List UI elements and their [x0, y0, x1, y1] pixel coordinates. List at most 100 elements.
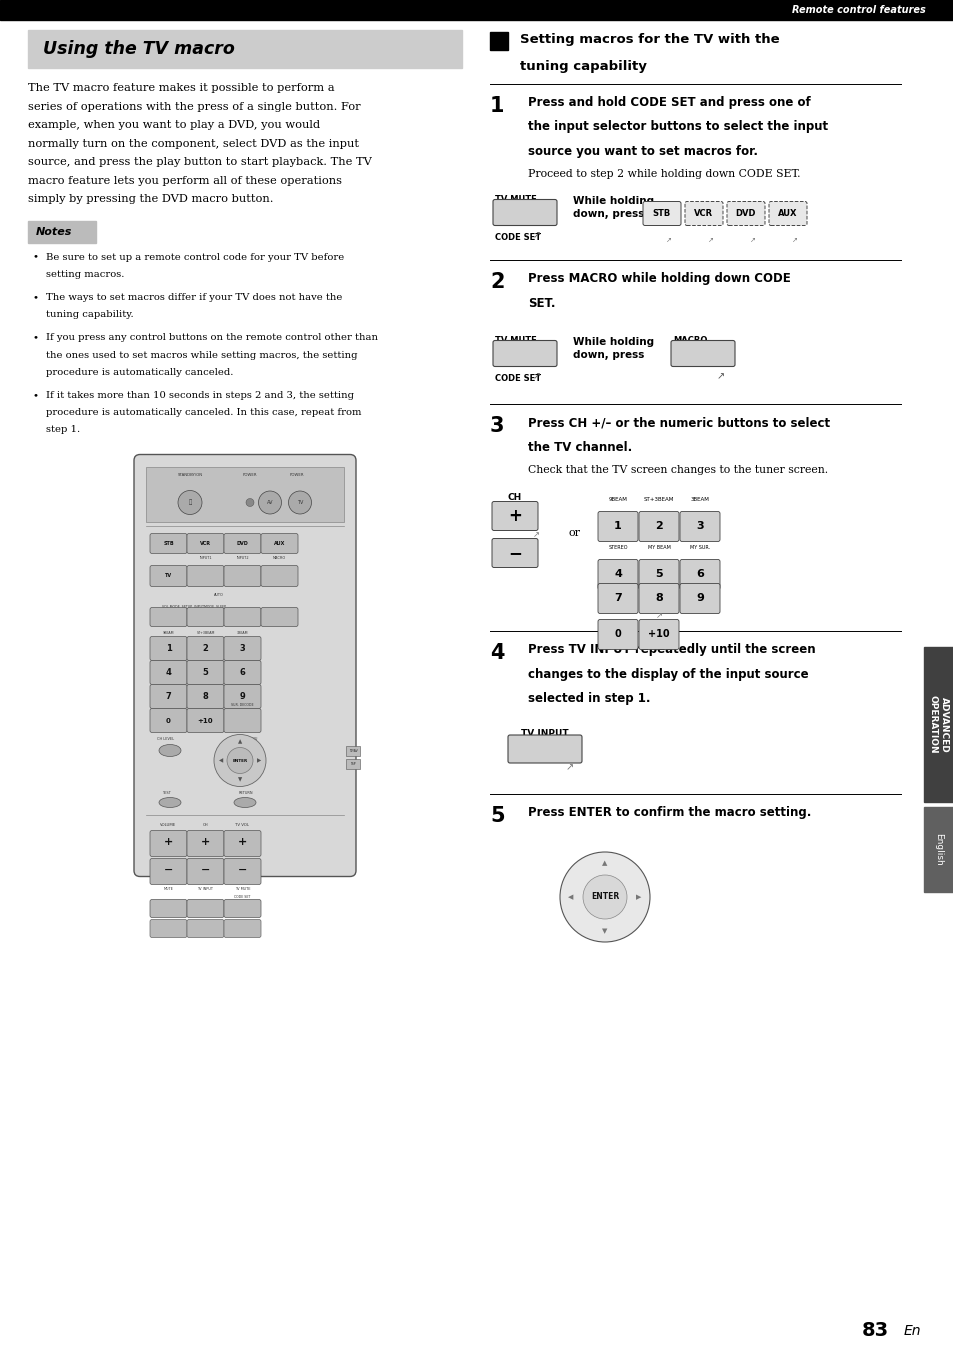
FancyBboxPatch shape: [598, 620, 638, 650]
Circle shape: [288, 491, 312, 514]
Text: ◀: ◀: [568, 894, 573, 900]
Ellipse shape: [159, 798, 181, 807]
Text: 2: 2: [202, 644, 208, 652]
Text: •: •: [33, 391, 39, 400]
Text: While holding
down, press: While holding down, press: [573, 197, 654, 218]
Text: 9BEAM: 9BEAM: [163, 631, 174, 635]
FancyBboxPatch shape: [507, 735, 581, 763]
FancyBboxPatch shape: [598, 511, 638, 542]
Text: The ways to set macros differ if your TV does not have the: The ways to set macros differ if your TV…: [46, 293, 342, 302]
FancyBboxPatch shape: [150, 899, 187, 918]
Text: TV MUTE: TV MUTE: [495, 195, 537, 205]
Text: 8: 8: [202, 692, 208, 701]
FancyBboxPatch shape: [150, 636, 187, 661]
Text: Press TV INPUT repeatedly until the screen: Press TV INPUT repeatedly until the scre…: [527, 643, 815, 656]
FancyBboxPatch shape: [684, 201, 722, 225]
Text: the TV channel.: the TV channel.: [527, 441, 632, 454]
Text: If you press any control buttons on the remote control other than: If you press any control buttons on the …: [46, 333, 377, 342]
Text: Press ENTER to confirm the macro setting.: Press ENTER to confirm the macro setting…: [527, 806, 810, 820]
Text: TV: TV: [165, 573, 172, 578]
Bar: [923, 807, 953, 892]
Text: 9: 9: [696, 593, 703, 604]
FancyBboxPatch shape: [224, 566, 261, 586]
Text: simply by pressing the DVD macro button.: simply by pressing the DVD macro button.: [28, 194, 274, 204]
FancyBboxPatch shape: [187, 534, 224, 554]
Text: If it takes more than 10 seconds in steps 2 and 3, the setting: If it takes more than 10 seconds in step…: [46, 391, 354, 400]
FancyBboxPatch shape: [224, 709, 261, 732]
Circle shape: [246, 499, 253, 507]
Text: the ones used to set macros while setting macros, the setting: the ones used to set macros while settin…: [46, 350, 357, 360]
Text: MACRO: MACRO: [273, 555, 286, 559]
Text: MY SUR.: MY SUR.: [689, 546, 709, 550]
Text: 3: 3: [696, 522, 703, 531]
Text: ↗: ↗: [532, 530, 539, 539]
Text: AUX: AUX: [274, 541, 285, 546]
FancyBboxPatch shape: [726, 201, 764, 225]
Text: ↗: ↗: [533, 231, 540, 240]
Text: 83: 83: [861, 1321, 888, 1340]
FancyBboxPatch shape: [224, 636, 261, 661]
Circle shape: [178, 491, 202, 515]
Text: MY BEAM: MY BEAM: [197, 685, 213, 689]
Text: source, and press the play button to start playback. The TV: source, and press the play button to sta…: [28, 156, 372, 167]
Text: TSP: TSP: [350, 762, 355, 766]
Text: •: •: [33, 252, 39, 262]
FancyBboxPatch shape: [133, 454, 355, 876]
Text: DVD: DVD: [236, 541, 248, 546]
Text: ↗: ↗: [749, 236, 755, 243]
Text: STANDBY/ON: STANDBY/ON: [177, 473, 202, 476]
Text: Be sure to set up a remote control code for your TV before: Be sure to set up a remote control code …: [46, 252, 344, 262]
Text: 4: 4: [490, 643, 504, 663]
Text: Press CH +/– or the numeric buttons to select: Press CH +/– or the numeric buttons to s…: [527, 417, 829, 430]
Text: ↗: ↗: [655, 611, 661, 620]
FancyBboxPatch shape: [679, 584, 720, 613]
FancyBboxPatch shape: [639, 511, 679, 542]
Bar: [28, 30, 461, 67]
Text: STB: STB: [652, 209, 670, 218]
FancyBboxPatch shape: [492, 501, 537, 531]
Text: TV/AV: TV/AV: [349, 748, 357, 752]
Text: +: +: [237, 837, 247, 847]
FancyBboxPatch shape: [187, 636, 224, 661]
Text: 1: 1: [166, 644, 172, 652]
Text: Check that the TV screen changes to the tuner screen.: Check that the TV screen changes to the …: [527, 465, 827, 476]
Text: +: +: [164, 837, 172, 847]
Text: source you want to set macros for.: source you want to set macros for.: [527, 146, 758, 158]
Text: tuning capability: tuning capability: [519, 61, 646, 73]
Bar: [346, 759, 359, 768]
Text: TEST: TEST: [162, 790, 171, 794]
Text: English: English: [934, 833, 943, 865]
Text: series of operations with the press of a single button. For: series of operations with the press of a…: [28, 101, 360, 112]
Text: 5: 5: [655, 569, 662, 580]
Text: −: −: [508, 545, 521, 562]
Text: 3BEAM: 3BEAM: [236, 631, 248, 635]
FancyBboxPatch shape: [639, 559, 679, 589]
FancyBboxPatch shape: [187, 919, 224, 937]
Text: CODE SET: CODE SET: [495, 233, 540, 243]
Text: En: En: [903, 1324, 921, 1339]
FancyBboxPatch shape: [187, 709, 224, 732]
Text: •: •: [33, 333, 39, 342]
Ellipse shape: [233, 798, 255, 807]
FancyBboxPatch shape: [493, 200, 557, 225]
FancyBboxPatch shape: [679, 511, 720, 542]
Bar: [490, 32, 507, 50]
FancyBboxPatch shape: [639, 620, 679, 650]
Text: Proceed to step 2 while holding down CODE SET.: Proceed to step 2 while holding down COD…: [527, 170, 800, 179]
FancyBboxPatch shape: [150, 830, 187, 856]
Text: Using the TV macro: Using the TV macro: [43, 40, 234, 58]
Text: AUTO: AUTO: [213, 593, 223, 597]
Text: CH LEVEL: CH LEVEL: [157, 736, 174, 740]
FancyBboxPatch shape: [598, 584, 638, 613]
Text: ⏻: ⏻: [188, 500, 192, 506]
Text: RETURN: RETURN: [238, 790, 253, 794]
Text: ▲: ▲: [237, 739, 242, 744]
Text: ▶: ▶: [636, 894, 641, 900]
Text: ↗: ↗: [791, 236, 797, 243]
Text: 5: 5: [490, 806, 504, 826]
Text: −: −: [237, 864, 247, 875]
Text: macro feature lets you perform all of these operations: macro feature lets you perform all of th…: [28, 175, 341, 186]
Text: +: +: [508, 507, 521, 524]
Text: Remote control features: Remote control features: [791, 5, 925, 15]
FancyBboxPatch shape: [187, 685, 224, 709]
